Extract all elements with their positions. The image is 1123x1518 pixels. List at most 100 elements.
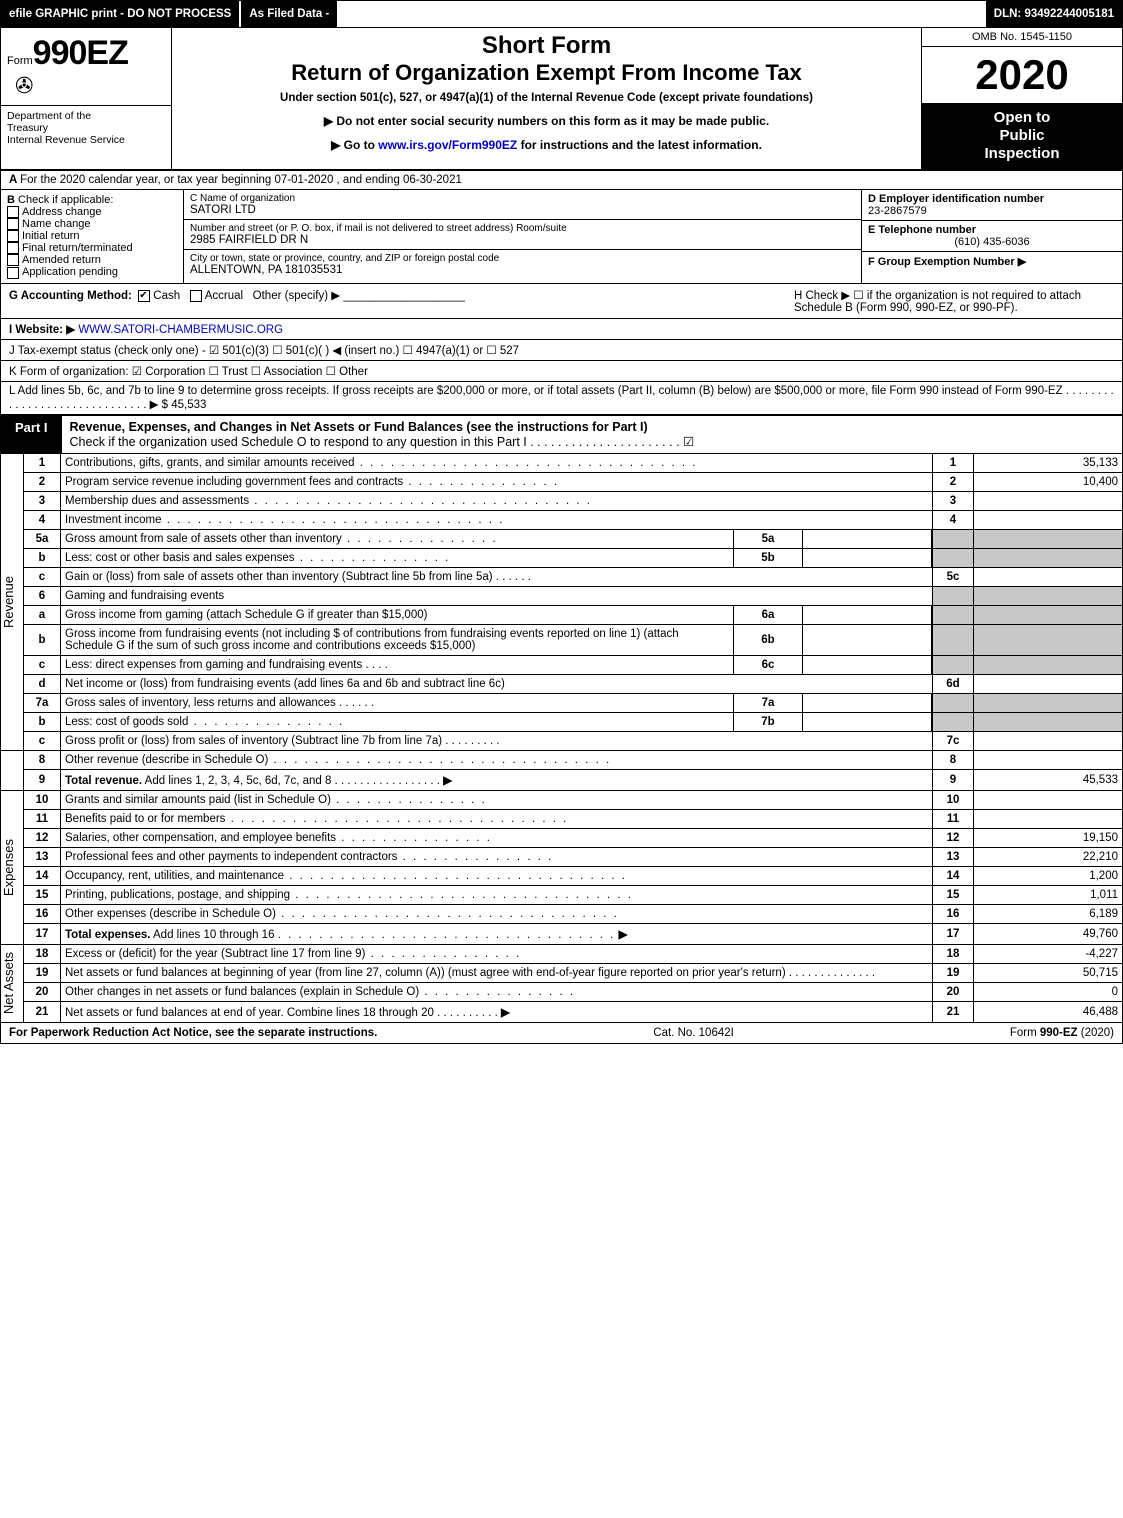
l5c-text: Gain or (loss) from sale of assets other… — [61, 567, 933, 586]
l-amount: $ 45,533 — [162, 399, 207, 411]
l6c-idx — [933, 655, 974, 674]
l10-amt — [974, 790, 1123, 809]
l13-num: 13 — [24, 847, 61, 866]
revenue-vert-cont — [1, 750, 24, 790]
chk-cash[interactable] — [138, 290, 150, 302]
l7c-num: c — [24, 731, 61, 750]
netassets-vert-label: Net Assets — [1, 944, 24, 1022]
chk-amended-return[interactable] — [7, 254, 19, 266]
c-city-row: City or town, state or province, country… — [184, 250, 861, 279]
part1-tab: Part I — [1, 416, 62, 453]
l5a-ev — [803, 530, 932, 548]
footer: For Paperwork Reduction Act Notice, see … — [1, 1022, 1122, 1043]
l7a-amt — [974, 693, 1123, 712]
chk-initial-return[interactable] — [7, 230, 19, 242]
form-label: Form — [7, 55, 33, 67]
row-j: J Tax-exempt status (check only one) - ☑… — [1, 340, 1122, 361]
chk-name-change[interactable] — [7, 218, 19, 230]
l15-text: Printing, publications, postage, and shi… — [61, 885, 933, 904]
i-website-link[interactable]: WWW.SATORI-CHAMBERMUSIC.ORG — [78, 324, 283, 336]
b-item-0: Address change — [22, 206, 102, 218]
c-addr-value: 2985 FAIRFIELD DR N — [190, 234, 567, 246]
l12-num: 12 — [24, 828, 61, 847]
chk-application-pending[interactable] — [7, 267, 19, 279]
header-right: OMB No. 1545-1150 2020 Open toPublicInsp… — [921, 28, 1122, 169]
b-label: Check if applicable: — [18, 194, 113, 206]
col-b: B Check if applicable: Address change Na… — [1, 190, 184, 283]
expenses-vert-label: Expenses — [1, 790, 24, 944]
l4-text: Investment income — [61, 510, 933, 529]
l5b-text: Less: cost or other basis and sales expe… — [61, 548, 933, 567]
l5a-em: 5a — [734, 530, 803, 548]
l5a-num: 5a — [24, 529, 61, 548]
g-label: G Accounting Method: — [9, 290, 132, 302]
l6d-text: Net income or (loss) from fundraising ev… — [61, 674, 933, 693]
footer-right: Form 990-EZ (2020) — [1010, 1027, 1114, 1039]
l6-num: 6 — [24, 586, 61, 605]
tax-year: 2020 — [922, 47, 1122, 103]
l1-num: 1 — [24, 454, 61, 473]
l5c-num: c — [24, 567, 61, 586]
l6b-text: Gross income from fundraising events (no… — [61, 624, 933, 655]
l9-idx: 9 — [933, 769, 974, 790]
l7c-idx: 7c — [933, 731, 974, 750]
l5c-amt — [974, 567, 1123, 586]
row-a-text: For the 2020 calendar year, or tax year … — [20, 174, 462, 186]
chk-accrual[interactable] — [190, 290, 202, 302]
l7b-idx — [933, 712, 974, 731]
l8-amt — [974, 750, 1123, 769]
l17-num: 17 — [24, 923, 61, 944]
l21-text: Net assets or fund balances at end of ye… — [61, 1001, 933, 1022]
l5b-idx — [933, 548, 974, 567]
l6b-num: b — [24, 624, 61, 655]
l15-num: 15 — [24, 885, 61, 904]
l8-text: Other revenue (describe in Schedule O) — [61, 750, 933, 769]
part1-title: Revenue, Expenses, and Changes in Net As… — [62, 416, 1122, 453]
chk-final-return[interactable] — [7, 242, 19, 254]
l19-amt: 50,715 — [974, 963, 1123, 982]
dln-label: DLN: 93492244005181 — [986, 1, 1122, 27]
l9-text: Total revenue. Add lines 1, 2, 3, 4, 5c,… — [61, 769, 933, 790]
l8-num: 8 — [24, 750, 61, 769]
header-left: Form990EZ ✇ Department of theTreasuryInt… — [1, 28, 172, 169]
e-label: E Telephone number — [868, 224, 976, 236]
l14-idx: 14 — [933, 866, 974, 885]
c-addr-row: Number and street (or P. O. box, if mail… — [184, 220, 861, 250]
l6b-ev — [803, 625, 932, 655]
col-def: D Employer identification number 23-2867… — [861, 190, 1122, 283]
c-addr-label: Number and street (or P. O. box, if mail… — [190, 223, 567, 234]
l7b-num: b — [24, 712, 61, 731]
l7b-text: Less: cost of goods sold 7b — [61, 712, 933, 731]
efile-banner: efile GRAPHIC print - DO NOT PROCESS — [1, 1, 239, 27]
row-k: K Form of organization: ☑ Corporation ☐ … — [1, 361, 1122, 382]
note-ssn: ▶ Do not enter social security numbers o… — [180, 114, 913, 128]
l20-text: Other changes in net assets or fund bala… — [61, 982, 933, 1001]
omb-number: OMB No. 1545-1150 — [922, 28, 1122, 47]
form-number: 990EZ — [33, 34, 128, 72]
l21-idx: 21 — [933, 1001, 974, 1022]
l5b-ev — [803, 549, 932, 567]
l2-num: 2 — [24, 472, 61, 491]
as-filed-label: As Filed Data - — [239, 1, 337, 27]
b-item-1: Name change — [22, 218, 91, 230]
chk-address-change[interactable] — [7, 206, 19, 218]
l6a-amt — [974, 605, 1123, 624]
l5a-text: Gross amount from sale of assets other t… — [61, 529, 933, 548]
l14-num: 14 — [24, 866, 61, 885]
l17-text: Total expenses. Add lines 10 through 16 … — [61, 923, 933, 944]
l7a-num: 7a — [24, 693, 61, 712]
irs-link[interactable]: www.irs.gov/Form990EZ — [378, 138, 517, 152]
l7c-amt — [974, 731, 1123, 750]
l7b-em: 7b — [734, 713, 803, 731]
l15-amt: 1,011 — [974, 885, 1123, 904]
subtitle: Under section 501(c), 527, or 4947(a)(1)… — [180, 92, 913, 104]
c-city-value: ALLENTOWN, PA 181035531 — [190, 264, 499, 276]
l6a-idx — [933, 605, 974, 624]
irs-seal-icon: ✇ — [7, 73, 165, 99]
l3-num: 3 — [24, 491, 61, 510]
l6c-amt — [974, 655, 1123, 674]
l5c-idx: 5c — [933, 567, 974, 586]
l20-amt: 0 — [974, 982, 1123, 1001]
g-other: Other (specify) ▶ — [253, 290, 340, 302]
l16-text: Other expenses (describe in Schedule O) — [61, 904, 933, 923]
